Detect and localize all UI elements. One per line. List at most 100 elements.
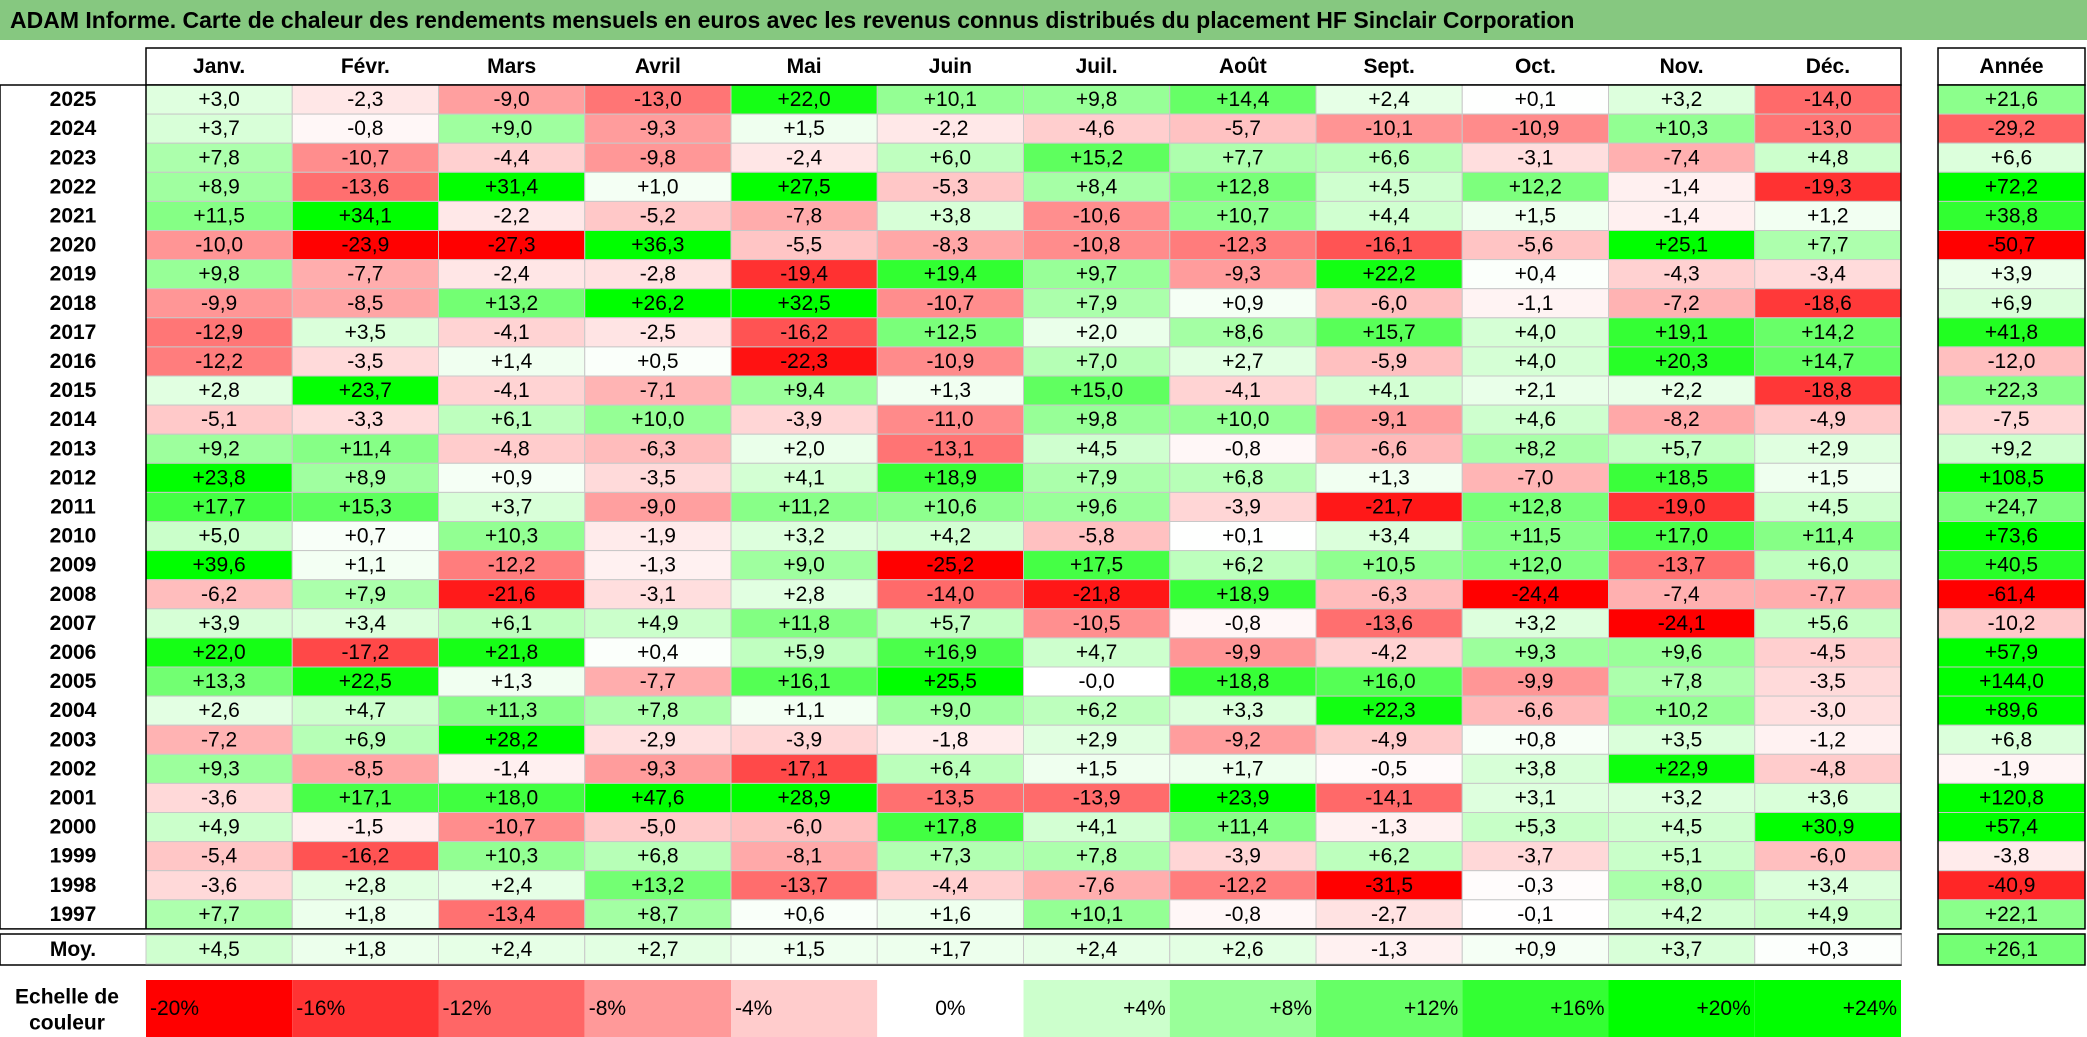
cell-value: -12,2: [488, 554, 536, 577]
heatmap-cell: [1754, 637, 1902, 668]
cell-value: +18,0: [485, 786, 538, 809]
annual-value: +38,8: [1985, 204, 2038, 227]
cell-value: -31,5: [1365, 874, 1413, 897]
cell-value: +17,8: [924, 816, 977, 839]
annual-frame: [1937, 84, 2086, 930]
cell-value: +7,8: [1661, 670, 1702, 693]
heatmap-cell: [291, 870, 439, 901]
cell-value: +9,6: [1076, 495, 1117, 518]
cell-value: -1,5: [347, 816, 383, 839]
cell-value: -13,9: [1073, 786, 1121, 809]
scale-swatch: [146, 980, 293, 1037]
annual-value: -12,0: [1988, 350, 2036, 373]
month-header: Sept.: [1363, 55, 1414, 78]
heatmap-cell: [584, 695, 732, 726]
heatmap-cell: [1023, 462, 1171, 493]
annual-value: +6,8: [1991, 728, 2032, 751]
cell-value: +19,4: [924, 263, 977, 286]
scale-swatch: [877, 980, 1024, 1037]
heatmap-cell: [1461, 259, 1609, 290]
heatmap-cell: [1169, 375, 1317, 406]
cell-value: +3,2: [1661, 88, 1702, 111]
cell-value: +27,5: [778, 175, 831, 198]
heatmap-cell: [1169, 637, 1317, 668]
scale-value: -12%: [443, 997, 492, 1020]
heatmap-cell: [1608, 171, 1756, 202]
cell-value: +16,0: [1363, 670, 1416, 693]
cell-value: +25,5: [924, 670, 977, 693]
cell-value: -13,7: [1658, 554, 1706, 577]
heatmap-cell: [1315, 550, 1463, 581]
cell-value: -2,4: [494, 263, 531, 286]
heatmap-cell: [1169, 870, 1317, 901]
cell-value: -12,9: [195, 321, 243, 344]
heatmap-cell: [1169, 841, 1317, 872]
cell-value: +8,7: [637, 903, 678, 926]
cell-value: -3,9: [786, 408, 822, 431]
heatmap-cell: [1461, 288, 1609, 319]
heatmap-cell: [876, 113, 1024, 144]
year-label: 2015: [50, 379, 97, 402]
average-cell: [1461, 934, 1609, 965]
cell-value: -7,7: [640, 670, 676, 693]
heatmap-cell: [291, 142, 439, 173]
heatmap-cell: [730, 346, 878, 377]
heatmap-cell: [1754, 462, 1902, 493]
annual-cell: [1937, 404, 2086, 435]
cell-value: -4,1: [494, 321, 530, 344]
cell-value: +5,9: [783, 641, 824, 664]
cell-value: -1,3: [1371, 816, 1407, 839]
heatmap-cell: [438, 870, 586, 901]
cell-value: +16,1: [778, 670, 831, 693]
scale-swatch: [438, 980, 585, 1037]
year-label: 2023: [50, 146, 97, 169]
cell-value: -8,5: [347, 757, 383, 780]
cell-value: +11,5: [193, 204, 245, 227]
cell-value: +5,3: [1515, 816, 1556, 839]
cell-value: -9,2: [1225, 728, 1261, 751]
average-value: +4,5: [198, 938, 239, 961]
heatmap-cell: [876, 521, 1024, 552]
heatmap-cell: [1315, 870, 1463, 901]
scale-swatch: [1754, 980, 1901, 1037]
cell-value: -10,8: [1073, 234, 1121, 257]
heatmap-cell: [1169, 200, 1317, 231]
heatmap-cell: [291, 608, 439, 639]
heatmap-cell: [438, 375, 586, 406]
heatmap-cell: [438, 230, 586, 261]
annual-value: -1,9: [1993, 757, 2029, 780]
cell-value: +18,5: [1655, 466, 1708, 489]
heatmap-cell: [1169, 491, 1317, 522]
heatmap-cell: [584, 812, 732, 843]
cell-value: +4,5: [1076, 437, 1117, 460]
cell-value: -5,2: [640, 204, 676, 227]
cell-value: +2,8: [783, 583, 824, 606]
cell-value: -7,0: [1517, 466, 1553, 489]
cell-value: +9,8: [198, 263, 239, 286]
cell-value: -11,0: [927, 408, 973, 431]
cell-value: -9,0: [494, 88, 530, 111]
cell-value: +3,5: [1661, 728, 1702, 751]
cell-value: +3,5: [345, 321, 386, 344]
heatmap-cell: [1315, 724, 1463, 755]
cell-value: -0,3: [1517, 874, 1553, 897]
heatmap-cell: [438, 899, 586, 930]
cell-value: -9,3: [640, 117, 676, 140]
cell-value: -3,5: [1810, 670, 1846, 693]
cell-value: +18,8: [1216, 670, 1269, 693]
year-label: 2017: [50, 321, 97, 344]
heatmap-cell: [730, 550, 878, 581]
average-annual-cell: [1937, 933, 2086, 966]
cell-value: +9,8: [1076, 408, 1117, 431]
cell-value: +10,3: [485, 525, 538, 548]
cell-value: +12,8: [1216, 175, 1269, 198]
cell-value: -9,9: [201, 292, 237, 315]
heatmap-cell: [876, 841, 1024, 872]
cell-value: -7,8: [786, 204, 822, 227]
heatmap-cell: [1608, 84, 1756, 115]
heatmap-cell: [1461, 521, 1609, 552]
heatmap-cell: [1608, 375, 1756, 406]
average-value: +2,4: [1076, 938, 1118, 961]
cell-value: +11,3: [486, 699, 538, 722]
heatmap-cell: [438, 404, 586, 435]
